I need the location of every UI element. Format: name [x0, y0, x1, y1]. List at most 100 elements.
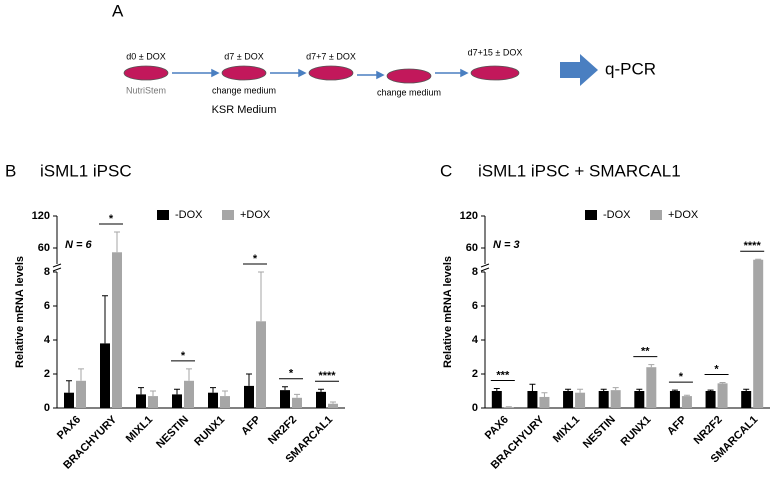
bar	[717, 383, 728, 408]
axis-break	[52, 267, 62, 272]
arrow-head	[376, 70, 385, 80]
bar	[503, 407, 514, 408]
step-label: d7 ± DOX	[224, 51, 263, 61]
panel-label: A	[112, 1, 124, 20]
bar	[646, 367, 657, 408]
legend-swatch	[157, 210, 169, 220]
bar	[328, 403, 338, 408]
error-bar	[294, 393, 300, 398]
step-note: change medium	[212, 85, 276, 95]
chart-title: iSML1 iPSC	[40, 161, 132, 180]
dish	[308, 65, 354, 81]
error-bar	[258, 271, 264, 322]
legend-label: +DOX	[668, 209, 699, 221]
bar	[64, 392, 74, 408]
bar	[681, 396, 692, 408]
bar	[208, 392, 218, 408]
bar	[610, 390, 621, 408]
error-bar	[138, 387, 144, 395]
x-tick-label: PAX6	[55, 414, 83, 442]
legend-swatch	[650, 210, 662, 220]
error-bar	[541, 392, 548, 397]
dish	[221, 65, 267, 81]
error-bar	[318, 388, 324, 392]
bar	[256, 321, 266, 408]
significance-label: **	[641, 346, 650, 358]
bar	[575, 392, 586, 408]
error-bar	[612, 387, 619, 391]
bar	[220, 396, 230, 408]
x-tick-label: RUNX1	[619, 414, 654, 449]
panel-label: C	[440, 161, 452, 180]
big-arrow	[560, 54, 598, 86]
y-tick-label: 6	[472, 300, 478, 312]
y-tick-label: 120	[460, 210, 478, 222]
dish	[470, 65, 520, 81]
axis-break	[480, 267, 490, 272]
significance-label: *	[253, 253, 258, 265]
error-bar	[636, 388, 643, 391]
step-label: d7+15 ± DOX	[468, 47, 523, 57]
error-bar	[577, 388, 584, 393]
error-bar	[743, 388, 750, 391]
bar	[112, 252, 122, 408]
significance-label: *	[714, 363, 719, 375]
legend-label: +DOX	[240, 209, 271, 221]
error-bar	[648, 364, 655, 368]
bar	[172, 394, 182, 408]
legend-label: -DOX	[603, 209, 631, 221]
y-tick-label: 8	[472, 266, 478, 278]
arrow-head	[460, 68, 469, 78]
bar	[741, 391, 752, 408]
bar	[76, 380, 86, 408]
dish	[386, 68, 432, 84]
bar	[148, 396, 158, 408]
bar	[100, 343, 110, 408]
y-tick-label: 120	[32, 210, 50, 222]
annotation: N = 6	[65, 239, 92, 251]
protocol-diagram: d0 ± DOX NutriStem d7 ± DOX change mediu…	[123, 47, 656, 116]
error-bar	[600, 388, 607, 391]
error-bar	[246, 373, 252, 386]
y-tick-label: 0	[44, 402, 50, 414]
bar	[244, 385, 254, 408]
error-bar	[150, 390, 156, 397]
x-tick-label: NR2F2	[692, 414, 725, 447]
bar	[753, 259, 764, 408]
error-bar	[210, 387, 216, 393]
significance-label: *	[289, 368, 294, 380]
x-tick-label: PAX6	[483, 414, 511, 442]
y-tick-label: 0	[472, 402, 478, 414]
x-tick-label: NR2F2	[266, 414, 299, 447]
error-bar	[114, 231, 120, 253]
bar	[280, 390, 290, 408]
bar	[669, 391, 680, 408]
bar	[292, 397, 302, 408]
x-tick-label: AFP	[665, 414, 689, 438]
y-tick-label: 6	[44, 300, 50, 312]
error-bar	[66, 380, 72, 393]
x-tick-label: MIXL1	[124, 414, 155, 445]
medium-label: KSR Medium	[212, 104, 277, 116]
significance-label: ***	[496, 369, 510, 381]
legend-swatch	[585, 210, 597, 220]
bar	[539, 396, 550, 408]
bar	[136, 394, 146, 408]
error-bar	[222, 390, 228, 397]
panel-label: B	[5, 161, 16, 180]
bar	[491, 391, 502, 408]
y-tick-label: 4	[44, 334, 51, 346]
x-tick-label: NESTIN	[581, 414, 618, 451]
error-bar	[565, 388, 572, 391]
error-bar	[78, 368, 84, 381]
step-label: d7+7 ± DOX	[306, 51, 356, 61]
error-bar	[755, 258, 762, 260]
y-axis-label: Relative mRNA levels	[14, 256, 26, 368]
y-tick-label: 60	[466, 242, 478, 254]
bar	[634, 391, 645, 408]
axis-break	[52, 263, 62, 268]
error-bar	[186, 368, 192, 381]
